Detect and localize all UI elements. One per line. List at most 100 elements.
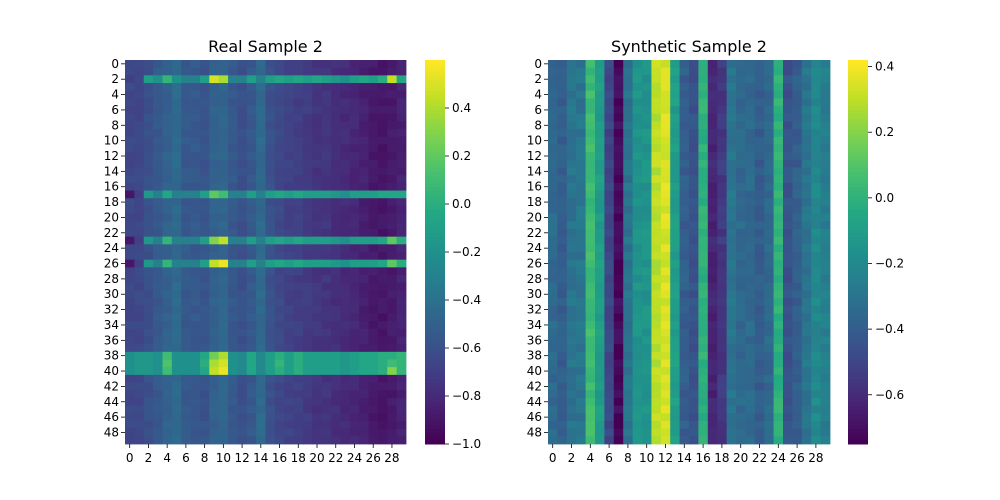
heatmap-cell [396,328,407,337]
colorbar-segment [425,83,445,88]
heatmap-cell [754,436,765,445]
heatmap-cell [153,75,163,84]
heatmap-cell [576,328,586,337]
heatmap-cell [359,267,369,276]
heatmap-cell [689,175,699,184]
heatmap-cell [764,83,774,92]
heatmap-cell [143,198,154,207]
heatmap-cell [134,129,145,138]
heatmap-cell [660,374,671,383]
colorbar: −1.0−0.8−0.6−0.4−0.20.00.20.4 [425,60,481,451]
heatmap-cell [736,313,746,322]
heatmap-cell [237,382,248,391]
heatmap-cell [557,121,568,130]
heatmap-cell [707,298,718,307]
heatmap-cell [698,152,709,161]
heatmap-cell [340,136,351,145]
heatmap-cell [792,336,803,345]
heatmap-cell [256,382,266,391]
heatmap-cell [340,436,351,445]
heatmap-cell [754,60,765,69]
heatmap-cell [548,228,558,238]
heatmap-cell [377,159,388,168]
heatmap-cell [321,367,332,376]
heatmap-cell [228,305,238,314]
heatmap-cell [237,321,248,330]
heatmap-cell [801,167,812,176]
heatmap-cell [736,359,746,368]
colorbar-segment [425,175,445,180]
colorbar-segment [848,271,868,276]
x-tick-label: 28 [384,451,399,465]
heatmap-cell [613,113,624,122]
heatmap-cell [566,236,577,245]
colorbar-segment [425,317,445,322]
heatmap-cell [548,328,558,337]
heatmap-cell [302,159,313,168]
heatmap-cell [153,413,163,422]
heatmap-cell [745,167,756,176]
heatmap-cell [698,382,709,391]
heatmap-cell [698,221,709,230]
heatmap-cell [171,275,182,284]
heatmap-cell [396,75,407,84]
heatmap-cell [293,175,304,184]
heatmap-cell [754,282,765,291]
heatmap-cell [284,75,294,84]
heatmap-cell [349,267,360,276]
y-tick-label: 10 [527,134,542,148]
heatmap-cell [754,129,765,138]
heatmap-cell [717,374,727,383]
colorbar-segment [848,309,868,314]
heatmap-cell [670,282,680,291]
heatmap-cell [171,113,182,122]
heatmap-cell [284,374,294,383]
y-tick-label: 0 [534,57,542,71]
colorbar-segment [848,321,868,326]
heatmap-cell [387,190,398,199]
heatmap-cell [660,313,671,322]
heatmap-cell [689,106,699,115]
heatmap-cell [246,67,257,76]
heatmap-cell [209,75,220,84]
colorbar-segment [425,109,445,115]
heatmap-cell [660,228,671,238]
heatmap-cell [566,83,577,92]
heatmap-cell [125,75,135,84]
heatmap-cell [651,328,662,337]
heatmap-cell [773,144,784,153]
heatmap-cell [745,144,756,153]
heatmap-cell [595,428,605,437]
heatmap-cell [642,182,652,191]
heatmap-cell [548,252,558,261]
heatmap-cell [595,328,605,337]
heatmap-cell [623,244,633,253]
heatmap-cell [566,336,577,345]
heatmap-cell [396,275,407,284]
heatmap-cell [181,236,191,245]
heatmap-cell [125,313,135,322]
heatmap-cell [162,90,173,99]
heatmap-cell [228,344,238,353]
heatmap-cell [284,259,294,268]
heatmap-cell [228,336,238,345]
heatmap-cell [679,282,690,291]
heatmap-cell [349,252,360,261]
heatmap-cell [726,90,737,99]
heatmap-cell [312,121,323,130]
heatmap-cell [284,152,294,161]
y-tick-label: 44 [527,395,542,409]
x-tick-label: 16 [695,451,710,465]
heatmap-cell [340,121,351,130]
heatmap-cell [181,382,191,391]
heatmap-cell [256,90,266,99]
heatmap-cell [623,136,633,145]
colorbar-segment [848,67,868,73]
heatmap-cell [218,290,229,299]
y-tick-label: 20 [104,210,119,224]
heatmap-cell [745,175,756,184]
heatmap-cell [228,182,238,191]
heatmap-cell [660,390,671,399]
heatmap-cell [811,428,821,437]
heatmap-cell [321,298,332,307]
